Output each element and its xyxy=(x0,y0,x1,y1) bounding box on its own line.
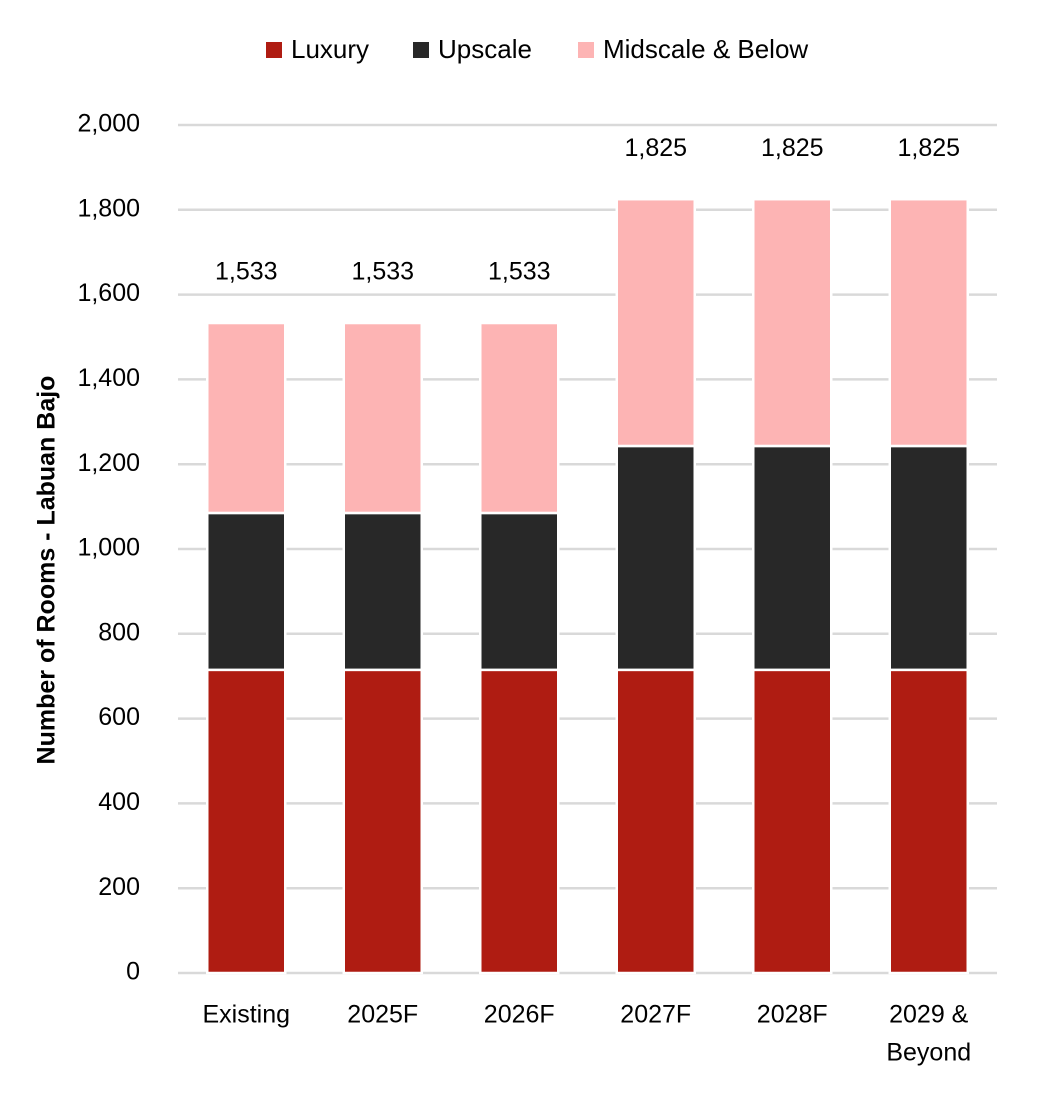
legend-swatch xyxy=(578,42,594,58)
y-tick-label: 800 xyxy=(98,618,140,646)
y-tick-label: 200 xyxy=(98,873,140,901)
bar-midscale-below-3 xyxy=(615,197,696,448)
y-tick-label: 1,600 xyxy=(77,279,140,307)
bar-midscale-below-0 xyxy=(206,321,287,515)
x-category-line: 2029 & xyxy=(889,1001,969,1029)
total-label: 1,533 xyxy=(351,258,414,286)
y-tick-label: 600 xyxy=(98,703,140,731)
bars xyxy=(206,197,969,975)
bar-midscale-below-5 xyxy=(888,197,969,448)
bar-luxury-3 xyxy=(615,668,696,975)
total-label: 1,825 xyxy=(624,134,687,162)
y-tick-label: 400 xyxy=(98,788,140,816)
bar-luxury-5 xyxy=(888,668,969,975)
bar-upscale-1 xyxy=(342,511,423,672)
y-tick-label: 1,800 xyxy=(77,194,140,222)
x-category-label: 2028F xyxy=(757,1001,828,1029)
legend-label: Midscale & Below xyxy=(603,34,808,64)
x-category-line: Existing xyxy=(202,1001,290,1029)
x-category-line: 2026F xyxy=(484,1001,555,1029)
bar-upscale-2 xyxy=(479,511,560,672)
bar-midscale-below-2 xyxy=(479,321,560,515)
y-tick-label: 1,000 xyxy=(77,534,140,562)
bar-luxury-4 xyxy=(752,668,833,975)
y-tick-label: 1,200 xyxy=(77,449,140,477)
total-label: 1,533 xyxy=(488,258,551,286)
gridlines xyxy=(178,123,997,975)
bar-luxury-0 xyxy=(206,668,287,975)
x-category-line: Beyond xyxy=(886,1039,971,1067)
legend: Luxury Upscale Midscale & Below xyxy=(266,34,808,64)
y-axis-ticks: 0 200 400 600 800 1,000 1,200 1,400 1,600 1,800 2,… xyxy=(77,110,140,986)
x-axis-categories: Existing 2025F 2026F 2027F 2028F 2029 & Beyond xyxy=(202,1001,971,1067)
legend-swatch xyxy=(266,42,282,58)
x-category-line: 2027F xyxy=(620,1001,691,1029)
x-category-line: 2028F xyxy=(757,1001,828,1029)
x-category-label: 2026F xyxy=(484,1001,555,1029)
bar-upscale-3 xyxy=(615,444,696,672)
x-category-label: 2029 & Beyond xyxy=(886,1001,971,1067)
x-category-label: Existing xyxy=(202,1001,290,1029)
total-label: 1,825 xyxy=(761,134,824,162)
bar-luxury-2 xyxy=(479,668,560,975)
y-tick-label: 2,000 xyxy=(77,110,140,138)
total-label: 1,825 xyxy=(897,134,960,162)
bar-upscale-5 xyxy=(888,444,969,672)
bar-upscale-4 xyxy=(752,444,833,672)
total-labels: 1,533 1,533 1,533 1,825 1,825 1,825 xyxy=(215,134,960,286)
y-tick-label: 1,400 xyxy=(77,364,140,392)
bar-midscale-below-4 xyxy=(752,197,833,448)
legend-swatch xyxy=(413,42,429,58)
bar-luxury-1 xyxy=(342,668,423,975)
bar-midscale-below-1 xyxy=(342,321,423,515)
x-category-label: 2025F xyxy=(347,1001,418,1029)
x-category-label: 2027F xyxy=(620,1001,691,1029)
y-axis-label: Number of Rooms - Labuan Bajo xyxy=(33,376,61,765)
bar-upscale-0 xyxy=(206,511,287,672)
total-label: 1,533 xyxy=(215,258,278,286)
x-category-line: 2025F xyxy=(347,1001,418,1029)
y-tick-label: 0 xyxy=(126,958,140,986)
legend-label: Upscale xyxy=(438,34,532,64)
legend-label: Luxury xyxy=(291,34,369,64)
